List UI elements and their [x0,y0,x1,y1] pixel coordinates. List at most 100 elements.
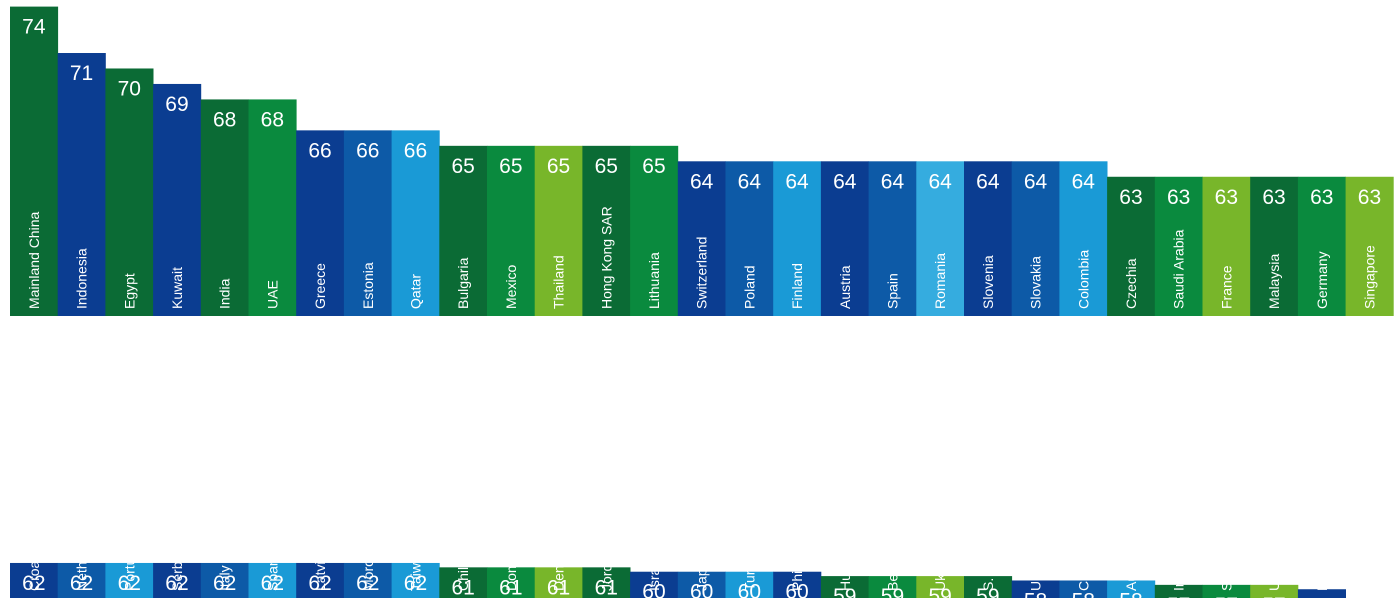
data-label: 66 [308,139,331,162]
bar [200,562,249,598]
category-label: Morocco [360,537,376,591]
data-label: 65 [642,155,665,178]
data-label: 64 [1024,170,1048,193]
bar [820,161,869,316]
bar [1154,584,1203,598]
data-label: 63 [1358,186,1381,209]
bar [248,562,297,598]
data-label: 63 [1119,186,1142,209]
bar [725,571,774,598]
bar [1059,580,1108,598]
category-label: Hong Kong SAR [598,206,614,309]
data-label: 62 [356,572,379,595]
data-label: 64 [976,170,1000,193]
category-label: Mainland China [26,212,42,309]
bar [820,576,869,598]
data-label: 61 [595,576,618,599]
category-label: Portugal [121,539,137,591]
bar [534,567,583,598]
category-label: Poland [741,265,757,309]
bar [57,53,106,316]
bar [487,145,536,316]
data-label: 64 [738,170,762,193]
data-label: 61 [499,576,522,599]
category-label: Spain [884,273,900,309]
category-label: Qatar [407,274,423,309]
bar [868,576,917,598]
data-label: 66 [356,139,379,162]
category-label: France [1218,265,1234,309]
bar [534,145,583,316]
bar [1297,176,1346,316]
category-label: Dominican Rep. [503,491,519,591]
category-label: Estonia [360,262,376,309]
data-label: 64 [785,170,809,193]
category-label: Bulgaria [455,257,471,309]
data-label: 64 [1072,170,1096,193]
category-label: Denmark [551,533,567,591]
data-label: 64 [881,170,905,193]
category-label: UAE [264,280,280,309]
data-label: 60 [690,581,713,604]
bar [1107,580,1156,598]
bar [439,567,488,598]
data-label: 65 [451,155,474,178]
data-label: 68 [213,108,236,131]
category-label: Czechia [1123,258,1139,309]
data-label: 58 [1072,589,1095,607]
category-label: Slovenia [980,255,996,309]
bar [630,145,679,316]
category-label: Thailand [551,255,567,309]
bar [343,562,392,598]
category-label: Ireland [1171,548,1187,591]
data-label: 57 [1167,594,1190,607]
category-label: Jordan [598,548,614,591]
category-label: Israel [646,557,662,591]
data-label: 62 [118,572,141,595]
data-label: 62 [308,572,331,595]
data-label: 65 [547,155,570,178]
bar [582,145,631,316]
data-label: 66 [404,139,427,162]
category-label: Turkey [741,549,757,591]
data-label: 57 [1215,594,1238,607]
category-label: Ukraine [932,543,948,591]
data-label: 71 [70,62,93,85]
bar [1250,584,1299,598]
bar [105,562,154,598]
bar [868,161,917,316]
data-label: 59 [833,585,856,607]
category-label: S. Korea [980,536,996,591]
category-label: Singapore [1361,245,1377,309]
bar [1202,584,1251,598]
bar [153,562,202,598]
data-label: 64 [833,170,857,193]
bar [57,562,106,598]
data-label: 59 [881,585,904,607]
category-label: Switzerland [694,237,710,309]
bar [1059,161,1108,316]
data-label: 60 [738,581,761,604]
data-label: 58 [1024,589,1047,607]
data-label: 59 [928,585,951,607]
bar [1011,580,1060,598]
category-label: Sweden [1218,540,1234,591]
data-label: 62 [70,572,93,595]
bar [391,130,440,316]
category-label: Latvia [312,553,328,591]
data-label: 62 [22,572,45,595]
data-label: 56 [1310,598,1333,607]
bar [487,567,536,598]
bar [916,576,965,598]
bar [725,161,774,316]
data-label: 61 [451,576,474,599]
category-label: Slovakia [1028,256,1044,309]
data-label: 58 [1119,589,1142,607]
bar [773,161,822,316]
data-label: 62 [261,572,284,595]
data-label: 64 [928,170,952,193]
bar [964,576,1013,598]
category-label: Belgium [884,540,900,591]
bar [10,562,59,598]
category-label: Germany [1314,251,1330,309]
